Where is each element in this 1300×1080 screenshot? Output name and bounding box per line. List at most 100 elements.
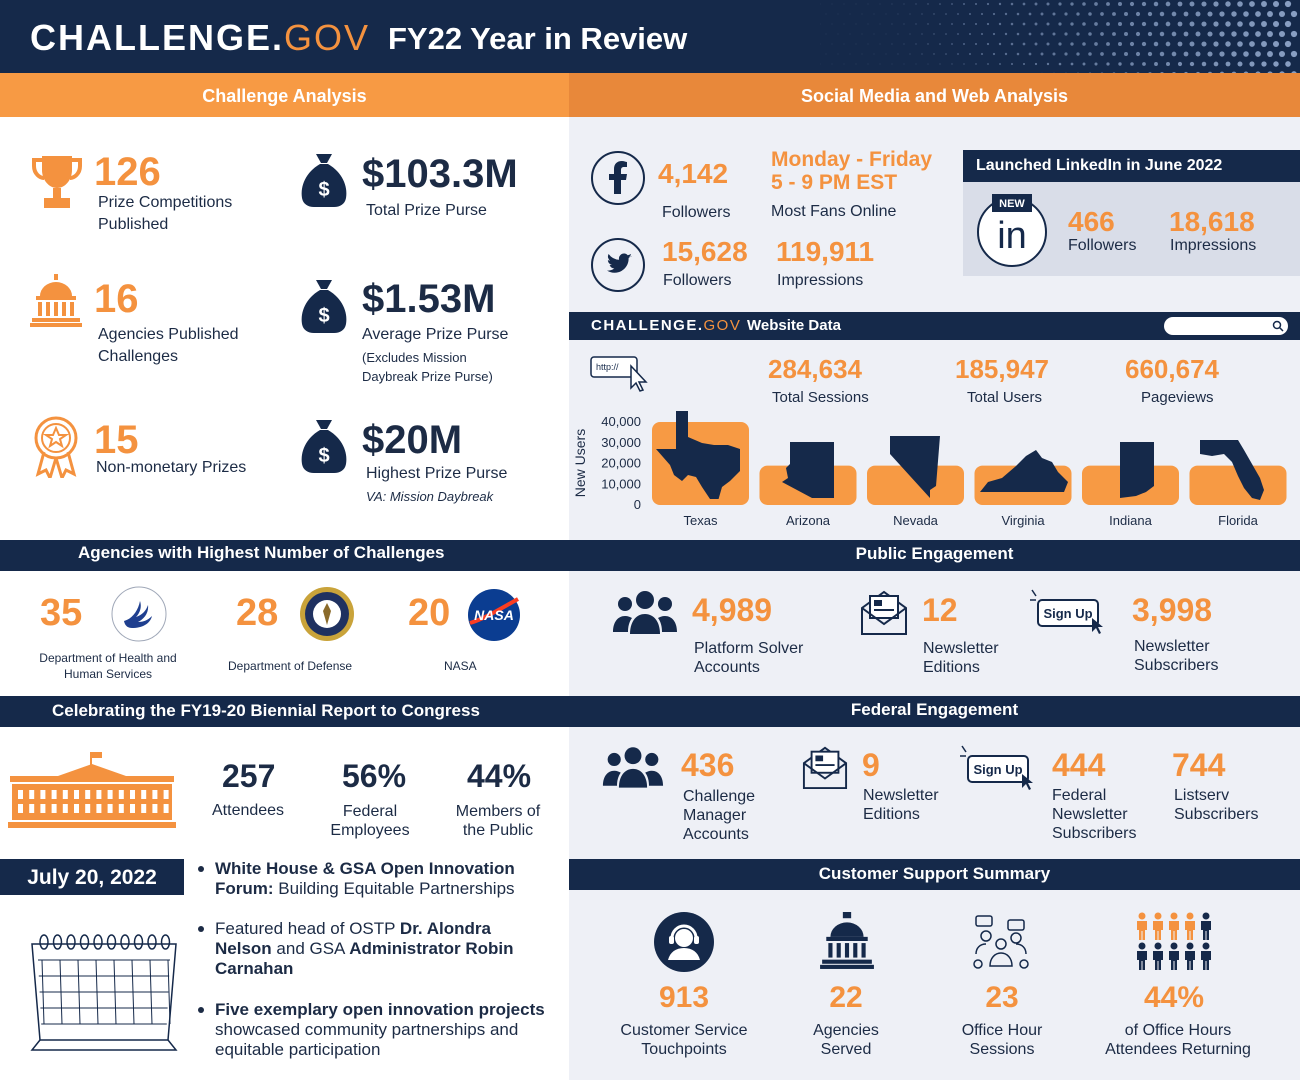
header-dot: [891, 3, 893, 5]
chart-ytick-label: 30,000: [601, 435, 641, 450]
highest-purse-note: VA: Mission Daybreak: [366, 489, 494, 504]
hhs-seal-icon: [111, 586, 167, 642]
header-dot: [1129, 21, 1135, 27]
header-dot: [1225, 21, 1231, 27]
highest-purse-label: Highest Prize Purse: [366, 465, 508, 482]
header-dot: [879, 3, 881, 5]
b2-bold-4: Carnahan: [215, 959, 294, 978]
header-dot: [1177, 1, 1183, 7]
calendar-grid-line: [77, 959, 81, 1025]
search-icon[interactable]: [1272, 320, 1284, 332]
header-dot: [915, 3, 917, 5]
header-dot: [921, 13, 923, 15]
header-dot: [897, 33, 899, 35]
white-house-window: [29, 804, 35, 813]
white-house-window: [40, 804, 46, 813]
header-dot: [1034, 42, 1038, 46]
capitol-building-icon: [30, 274, 82, 327]
calendar-ring: [93, 934, 103, 950]
federal-engagement-heading: Federal Engagement: [569, 696, 1300, 727]
texas-map-icon: [656, 411, 740, 499]
header-dot: [999, 63, 1001, 65]
header-dot: [1076, 12, 1080, 16]
header-dot: [873, 53, 875, 55]
header-dot: [1094, 62, 1098, 66]
header-dot: [1129, 41, 1135, 47]
header-dot: [1249, 41, 1255, 47]
header-dot: [1058, 42, 1062, 46]
brand-main: CHALLENGE.: [30, 17, 284, 58]
public-subscribers-label-1: Newsletter: [1134, 638, 1210, 655]
header-dot: [1201, 41, 1207, 47]
header-dot: [1278, 10, 1286, 18]
website-search-input[interactable]: [1164, 317, 1288, 335]
header-dot: [1172, 71, 1176, 73]
header-dot: [1231, 71, 1237, 73]
header-dot: [1249, 61, 1255, 67]
chart-ytick-label: 20,000: [601, 456, 641, 471]
b2-plain-1: Featured head of OSTP: [215, 919, 400, 938]
agencies-label-2: Challenges: [98, 348, 179, 365]
solver-accounts-label-2: Accounts: [694, 659, 760, 676]
header-dot: [1278, 50, 1286, 58]
header-dot: [1112, 72, 1116, 73]
header-dot: [1284, 20, 1292, 28]
award-ribbon-icon: [34, 416, 78, 478]
social-heading: Social Media and Web Analysis: [569, 73, 1300, 117]
header-brand[interactable]: CHALLENGE.GOV: [30, 18, 370, 58]
federal-subscribers-value: 444: [1052, 747, 1106, 783]
header-dot: [891, 43, 893, 45]
header-dot: [980, 32, 984, 36]
header-dot: [1201, 21, 1207, 27]
header-dot: [992, 12, 996, 16]
header-dot: [974, 2, 978, 6]
header-dot: [1290, 10, 1298, 18]
header-dot: [1272, 0, 1280, 8]
header-dot: [1165, 61, 1171, 67]
agencies-label-1: Agencies Published: [98, 326, 239, 343]
header-dot: [939, 63, 941, 65]
twitter-followers-label: Followers: [663, 272, 732, 289]
header-dot: [1088, 12, 1092, 16]
dollar-sign: $: [318, 179, 329, 201]
calendar-grid-line: [167, 959, 171, 1025]
person-icon: [1137, 912, 1147, 940]
white-house-window: [62, 790, 68, 799]
linkedin-impressions-value: 18,618: [1169, 206, 1255, 237]
header-dot: [974, 42, 978, 46]
header-dot: [897, 53, 899, 55]
header-dot: [1106, 2, 1110, 6]
header-dot: [1100, 12, 1104, 16]
solver-accounts-label-1: Platform Solver: [694, 640, 804, 657]
b1-bold-1: White House & GSA Open Innovation: [215, 859, 515, 878]
header-dot: [1148, 72, 1152, 73]
header-dot: [1064, 12, 1068, 16]
header-dot: [998, 22, 1002, 26]
header-dot: [1261, 1, 1267, 7]
calendar-icon: [30, 934, 178, 1051]
header-dot: [1183, 31, 1189, 37]
header-dot: [1082, 62, 1086, 66]
linkedin-logo-text: in: [997, 215, 1027, 257]
linkedin-heading: Launched LinkedIn in June 2022: [963, 150, 1300, 182]
header-dot: [855, 63, 857, 65]
calendar-ring: [147, 934, 157, 950]
calendar-ring: [39, 934, 49, 950]
chart-xtick-label: Texas: [684, 513, 718, 528]
header-dot: [1034, 22, 1038, 26]
website-users-value: 185,947: [955, 354, 1049, 384]
header-dot: [1016, 32, 1020, 36]
header-dot: [1022, 42, 1026, 46]
b3-rest-2: equitable participation: [215, 1040, 381, 1059]
linkedin-icon[interactable]: NEW in: [974, 190, 1050, 268]
header-dot: [1219, 71, 1225, 73]
header-dot: [903, 63, 905, 65]
header-dot: [1106, 42, 1110, 46]
facebook-icon[interactable]: [590, 150, 646, 206]
manager-accounts-label-1: Challenge: [683, 788, 756, 805]
header-dot: [1219, 51, 1225, 57]
header-dot: [1243, 11, 1249, 17]
twitter-icon[interactable]: [590, 237, 646, 293]
header-dot: [1225, 1, 1231, 7]
people-group-icon: [613, 591, 677, 634]
